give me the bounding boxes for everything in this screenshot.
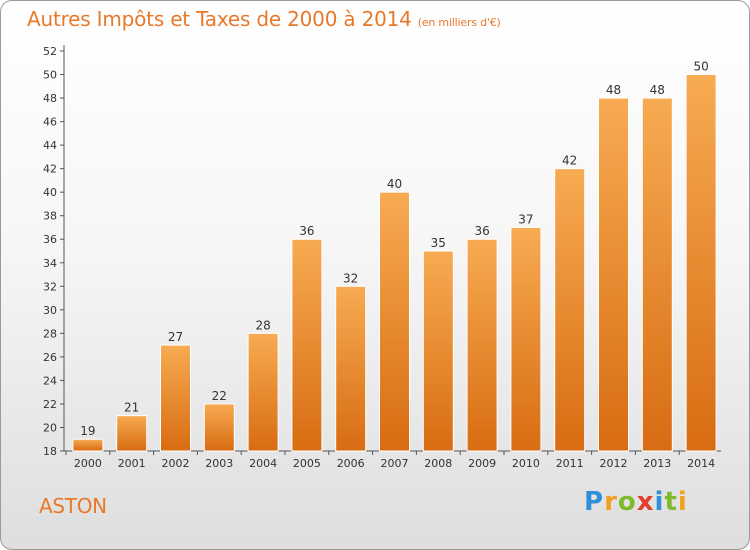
y-tick-label: 44 bbox=[43, 139, 57, 152]
x-tick-label: 2000 bbox=[74, 457, 102, 470]
y-tick-label: 26 bbox=[43, 351, 57, 364]
chart-title: Autres Impôts et Taxes de 2000 à 2014 (en… bbox=[27, 7, 501, 31]
y-tick-label: 24 bbox=[43, 374, 57, 387]
bar bbox=[72, 438, 104, 452]
bar-value-label: 27 bbox=[168, 330, 183, 344]
y-tick-label: 46 bbox=[43, 116, 57, 129]
bar bbox=[422, 250, 454, 452]
bar bbox=[598, 97, 629, 452]
logo-letter: o bbox=[617, 487, 637, 517]
bar-value-label: 40 bbox=[387, 177, 402, 191]
x-tick-label: 2003 bbox=[205, 457, 233, 470]
y-tick-label: 36 bbox=[43, 233, 57, 246]
x-tick-label: 2008 bbox=[424, 457, 452, 470]
logo-letter: i bbox=[654, 487, 665, 517]
logo-letter: x bbox=[636, 487, 655, 517]
y-tick-label: 38 bbox=[43, 210, 57, 223]
bar-value-label: 35 bbox=[431, 236, 446, 250]
bar bbox=[335, 285, 367, 452]
bar-value-label: 19 bbox=[80, 424, 95, 438]
y-tick-label: 18 bbox=[43, 445, 57, 458]
x-tick-label: 2013 bbox=[643, 457, 671, 470]
x-tick-label: 2007 bbox=[381, 457, 409, 470]
y-tick-label: 22 bbox=[43, 398, 57, 411]
y-tick-label: 28 bbox=[43, 327, 57, 340]
x-tick-label: 2006 bbox=[337, 457, 365, 470]
chart-subtitle: (en milliers d'€) bbox=[417, 16, 501, 29]
y-tick-label: 52 bbox=[43, 45, 57, 58]
bar bbox=[466, 238, 498, 452]
bar-value-label: 37 bbox=[518, 212, 533, 226]
bar-value-label: 50 bbox=[693, 60, 708, 74]
bar-value-label: 22 bbox=[212, 389, 227, 403]
bar-value-label: 48 bbox=[650, 83, 665, 97]
bar bbox=[160, 344, 191, 452]
x-tick-label: 2001 bbox=[118, 457, 146, 470]
bar bbox=[203, 403, 235, 452]
y-tick-label: 20 bbox=[43, 421, 57, 434]
town-name: ASTON bbox=[39, 494, 107, 518]
bar-value-label: 48 bbox=[606, 83, 621, 97]
y-tick-label: 32 bbox=[43, 280, 57, 293]
logo-letter: i bbox=[677, 487, 688, 517]
bar-value-label: 32 bbox=[343, 271, 358, 285]
logo-letter: r bbox=[604, 487, 618, 517]
bar-value-label: 36 bbox=[474, 224, 489, 238]
chart-title-text: Autres Impôts et Taxes de 2000 à 2014 bbox=[27, 7, 412, 31]
x-tick-label: 2014 bbox=[687, 457, 715, 470]
logo-letter: t bbox=[664, 487, 678, 517]
x-tick-label: 2012 bbox=[600, 457, 628, 470]
y-tick-label: 30 bbox=[43, 304, 57, 317]
x-tick-label: 2002 bbox=[162, 457, 190, 470]
x-tick-label: 2004 bbox=[249, 457, 277, 470]
bar bbox=[510, 226, 542, 452]
y-tick-label: 40 bbox=[43, 186, 57, 199]
y-tick-label: 50 bbox=[43, 69, 57, 82]
logo-letter: P bbox=[584, 487, 605, 517]
bar-value-label: 36 bbox=[299, 224, 314, 238]
y-tick-label: 34 bbox=[43, 257, 57, 270]
bar bbox=[247, 332, 279, 452]
bar bbox=[685, 74, 717, 452]
bar bbox=[554, 168, 586, 452]
x-tick-label: 2011 bbox=[556, 457, 584, 470]
x-tick-label: 2009 bbox=[468, 457, 496, 470]
bar bbox=[379, 191, 410, 452]
y-tick-label: 48 bbox=[43, 92, 57, 105]
bar-value-label: 28 bbox=[255, 318, 270, 332]
x-tick-label: 2005 bbox=[293, 457, 321, 470]
bar bbox=[291, 238, 323, 452]
proxiti-logo[interactable]: Proxiti bbox=[584, 487, 688, 517]
bar-value-label: 42 bbox=[562, 154, 577, 168]
y-tick-label: 42 bbox=[43, 163, 57, 176]
bar-value-label: 21 bbox=[124, 401, 139, 415]
bar bbox=[116, 415, 148, 452]
bar bbox=[641, 97, 673, 452]
x-tick-label: 2010 bbox=[512, 457, 540, 470]
